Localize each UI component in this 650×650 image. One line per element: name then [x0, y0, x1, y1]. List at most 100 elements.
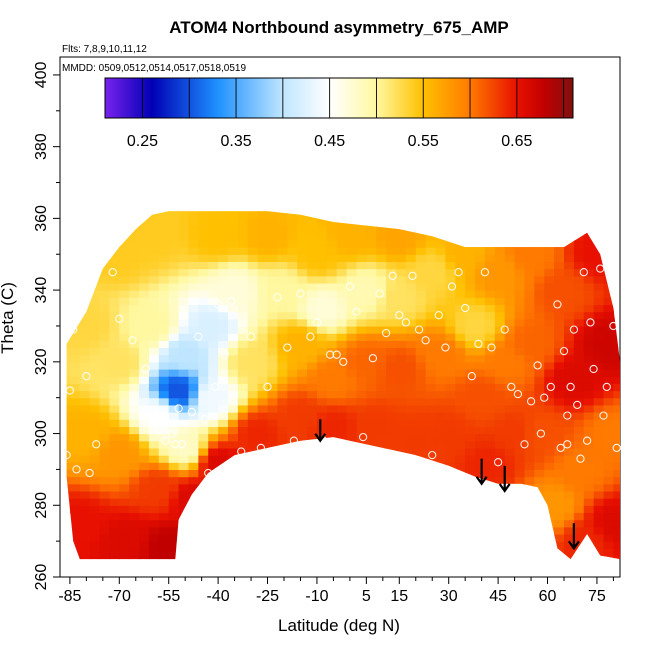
field-cell [89, 483, 101, 492]
field-cell [415, 282, 427, 291]
field-cell [504, 275, 516, 284]
field-cell [316, 347, 328, 356]
field-cell [405, 476, 417, 485]
field-cell [455, 297, 466, 306]
field-cell [435, 211, 447, 219]
observation-point [65, 386, 75, 395]
field-cell [198, 505, 209, 514]
field-cell [514, 433, 526, 442]
field-cell [158, 426, 170, 435]
field-cell [583, 404, 595, 413]
field-cell [208, 354, 219, 363]
field-cell [247, 541, 259, 549]
field-cell [66, 311, 71, 320]
observation-point [553, 300, 562, 309]
field-cell [366, 369, 377, 377]
field-cell [89, 433, 101, 442]
field-cell [119, 404, 130, 413]
field-cell [267, 376, 279, 384]
field-cell [396, 218, 407, 227]
field-cell [583, 412, 595, 420]
field-cell [524, 433, 535, 442]
field-cell [405, 369, 417, 377]
field-cell [386, 498, 397, 506]
field-cell [139, 447, 150, 456]
field-cell [495, 563, 505, 571]
field-cell [66, 433, 71, 442]
field-cell [613, 376, 621, 384]
field-cell [277, 483, 288, 492]
field-cell [415, 333, 427, 341]
field-cell [336, 333, 348, 341]
field-cell [307, 469, 318, 478]
field-cell [287, 325, 298, 334]
field-cell [109, 376, 120, 384]
field-cell [356, 490, 367, 499]
field-cell [119, 548, 130, 557]
field-cell [297, 275, 308, 284]
field-cell [346, 397, 358, 406]
field-cell [336, 469, 348, 478]
field-cell [504, 232, 516, 241]
field-cell [316, 318, 328, 327]
field-cell [218, 526, 229, 535]
field-cell [504, 462, 516, 471]
field-cell [366, 232, 377, 241]
field-cell [346, 412, 358, 420]
field-cell [70, 197, 80, 205]
field-cell [356, 311, 367, 320]
field-cell [69, 225, 81, 234]
field-cell [247, 476, 259, 485]
field-cell [79, 361, 91, 370]
field-cell [277, 311, 288, 320]
field-cell [534, 282, 545, 291]
field-cell [336, 347, 348, 356]
field-cell [208, 526, 219, 535]
field-cell [534, 247, 545, 255]
field-cell [287, 426, 298, 435]
field-cell [593, 533, 605, 542]
field-cell [307, 239, 318, 248]
field-cell [79, 268, 91, 277]
field-cell [564, 354, 575, 363]
field-cell [603, 498, 615, 506]
field-cell [554, 290, 565, 298]
field-cell [376, 311, 387, 320]
field-cell [573, 512, 585, 521]
field-cell [326, 462, 338, 471]
field-cell [613, 254, 621, 263]
field-cell [564, 490, 575, 499]
field-cell [465, 261, 476, 270]
field-cell [376, 369, 387, 377]
field-cell [188, 390, 199, 399]
field-cell [504, 311, 516, 320]
field-cell [583, 512, 595, 521]
field-cell [287, 275, 298, 284]
field-cell [554, 247, 565, 255]
field-cell [287, 347, 298, 356]
field-cell [218, 505, 229, 514]
field-cell [603, 404, 615, 413]
field-cell [366, 462, 377, 471]
field-cell [514, 275, 526, 284]
field-cell [475, 197, 485, 205]
field-cell [366, 433, 377, 442]
field-cell [475, 490, 486, 499]
field-cell [514, 239, 526, 248]
field-cell [445, 519, 456, 528]
field-cell [396, 383, 407, 392]
field-cell [524, 455, 535, 463]
field-cell [593, 483, 605, 492]
field-cell [188, 519, 199, 528]
field-cell [346, 490, 358, 499]
field-cell [613, 483, 621, 492]
field-cell [515, 197, 525, 205]
field-cell [583, 455, 595, 463]
field-cell [208, 333, 219, 341]
field-cell [396, 239, 407, 248]
x-tick-label: -25 [256, 588, 279, 605]
field-cell [129, 426, 140, 435]
field-cell [129, 519, 140, 528]
observation-point [428, 450, 437, 460]
field-cell [396, 498, 407, 506]
